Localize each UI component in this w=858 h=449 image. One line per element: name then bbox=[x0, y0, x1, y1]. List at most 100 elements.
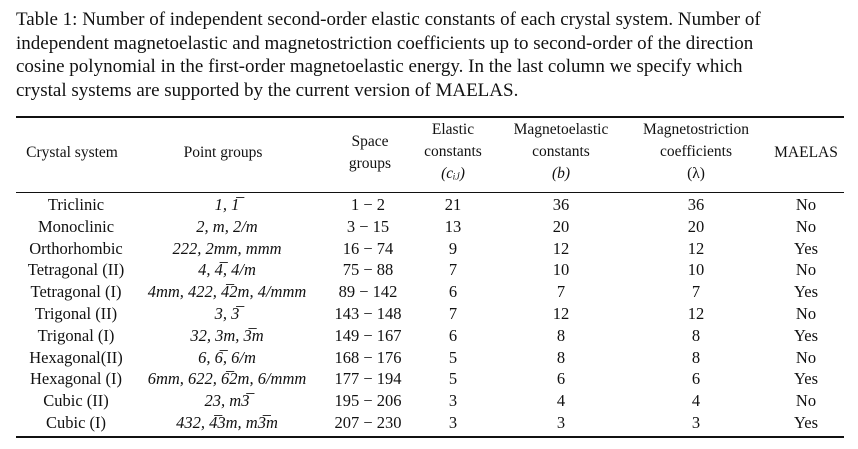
cell-maelas: No bbox=[795, 347, 817, 367]
cell-magnetoelastic: 8 bbox=[556, 325, 566, 345]
caption-line: Table 1: Number of independent second-or… bbox=[16, 9, 761, 30]
cell-elastic: 3 bbox=[448, 391, 458, 411]
cell-elastic: 13 bbox=[444, 216, 462, 236]
table-top-rule bbox=[16, 116, 844, 118]
caption-line: crystal systems are supported by the cur… bbox=[16, 79, 519, 101]
cell-space-groups: 75 − 88 bbox=[342, 260, 394, 280]
cell-magnetoelastic: 6 bbox=[556, 369, 566, 389]
cell-point-groups: 3, 3̅ bbox=[214, 304, 240, 323]
cell-crystal-system: Trigonal (II) bbox=[34, 304, 118, 323]
table-row: Orthorhombic 222, 2mm, mmm 16 − 74 9 12 … bbox=[0, 238, 858, 260]
cell-point-groups: 222, 2mm, mmm bbox=[172, 238, 282, 258]
cell-crystal-system: Tetragonal (II) bbox=[27, 260, 125, 280]
cell-magnetostriction: 12 bbox=[687, 238, 705, 258]
cell-magnetostriction: 8 bbox=[691, 347, 701, 367]
cell-maelas: Yes bbox=[793, 369, 818, 389]
cell-magnetostriction: 12 bbox=[687, 304, 705, 323]
cell-elastic: 9 bbox=[448, 238, 458, 258]
caption-line: independent magnetoelastic and magnetost… bbox=[16, 32, 754, 54]
table-row: Cubic (II) 23, m3̅ 195 − 206 3 4 4 No bbox=[0, 390, 858, 412]
cell-maelas: Yes bbox=[793, 325, 818, 345]
cell-maelas: No bbox=[795, 260, 817, 280]
cell-space-groups: 195 − 206 bbox=[334, 391, 402, 411]
table-row: Hexagonal (I) 6mm, 622, 6̅2m, 6/mmm 177 … bbox=[0, 368, 858, 390]
cell-maelas: No bbox=[795, 304, 817, 323]
cell-magnetostriction: 7 bbox=[691, 282, 701, 302]
cell-magnetoelastic: 4 bbox=[556, 391, 566, 411]
cell-space-groups: 207 − 230 bbox=[334, 413, 402, 432]
header-elastic-constants: Elastic constants (cᵢⱼ) bbox=[424, 121, 482, 182]
cell-elastic: 7 bbox=[448, 304, 458, 323]
cell-elastic: 7 bbox=[448, 260, 458, 280]
cell-space-groups: 149 − 167 bbox=[334, 325, 402, 345]
cell-space-groups: 168 − 176 bbox=[334, 347, 402, 367]
cell-space-groups: 1 − 2 bbox=[350, 195, 386, 214]
table-row: Triclinic 1, 1̅ 1 − 2 21 36 36 No bbox=[0, 194, 858, 216]
header-magnetostriction-coefficients: Magnetostriction coefficients (λ) bbox=[643, 121, 749, 182]
cell-point-groups: 6mm, 622, 6̅2m, 6/mmm bbox=[147, 369, 307, 389]
header-point-groups: Point groups bbox=[183, 144, 263, 161]
cell-space-groups: 177 − 194 bbox=[334, 369, 402, 389]
cell-maelas: No bbox=[795, 216, 817, 236]
header-magnetoelastic-constants: Magnetoelastic constants (b) bbox=[513, 121, 609, 182]
cell-maelas: Yes bbox=[793, 413, 818, 432]
cell-elastic: 3 bbox=[448, 413, 458, 432]
header-space-groups: Space groups bbox=[348, 133, 392, 172]
caption-line: cosine polynomial in the first-order mag… bbox=[16, 56, 743, 77]
header-maelas: MAELAS bbox=[774, 144, 838, 161]
cell-space-groups: 89 − 142 bbox=[338, 282, 398, 302]
cell-magnetoelastic: 12 bbox=[552, 304, 570, 323]
table-row: Tetragonal (II) 4, 4̅, 4/m 75 − 88 7 10 … bbox=[0, 259, 858, 281]
cell-elastic: 5 bbox=[448, 347, 458, 367]
table-bottom-rule bbox=[16, 436, 844, 438]
cell-elastic: 5 bbox=[448, 369, 458, 389]
cell-maelas: No bbox=[795, 195, 817, 214]
cell-maelas: Yes bbox=[793, 238, 818, 258]
cell-crystal-system: Triclinic bbox=[47, 195, 105, 214]
cell-elastic: 6 bbox=[448, 282, 458, 302]
table-row: Hexagonal(II) 6, 6̅, 6/m 168 − 176 5 8 8… bbox=[0, 347, 858, 369]
cell-point-groups: 32, 3m, 3̅m bbox=[190, 325, 264, 345]
cell-point-groups: 4, 4̅, 4/m bbox=[198, 260, 256, 280]
cell-maelas: No bbox=[795, 391, 817, 411]
cell-magnetoelastic: 3 bbox=[556, 413, 566, 432]
cell-space-groups: 143 − 148 bbox=[334, 304, 402, 323]
table-row: Cubic (I) 432, 4̅3m, m3̅m 207 − 230 3 3 … bbox=[0, 412, 858, 434]
cell-magnetoelastic: 20 bbox=[552, 216, 570, 236]
cell-magnetoelastic: 36 bbox=[552, 195, 570, 214]
table-row: Trigonal (I) 32, 3m, 3̅m 149 − 167 6 8 8… bbox=[0, 325, 858, 347]
table-header-rule bbox=[16, 192, 844, 193]
cell-elastic: 6 bbox=[448, 325, 458, 345]
cell-space-groups: 3 − 15 bbox=[346, 216, 390, 236]
cell-crystal-system: Tetragonal (I) bbox=[30, 282, 122, 302]
header-crystal-system: Crystal system bbox=[26, 144, 118, 161]
cell-crystal-system: Monoclinic bbox=[37, 216, 115, 236]
cell-crystal-system: Cubic (I) bbox=[45, 413, 107, 432]
table-row: Monoclinic 2, m, 2/m 3 − 15 13 20 20 No bbox=[0, 216, 858, 238]
cell-magnetoelastic: 10 bbox=[552, 260, 570, 280]
cell-point-groups: 2, m, 2/m bbox=[196, 216, 258, 236]
cell-crystal-system: Hexagonal(II) bbox=[29, 347, 123, 367]
cell-point-groups: 6, 6̅, 6/m bbox=[198, 347, 256, 367]
cell-magnetoelastic: 7 bbox=[556, 282, 566, 302]
cell-magnetostriction: 8 bbox=[691, 325, 701, 345]
table-caption: Table 1: Number of independent second-or… bbox=[16, 8, 848, 102]
cell-crystal-system: Hexagonal (I) bbox=[29, 369, 123, 389]
table-row: Trigonal (II) 3, 3̅ 143 − 148 7 12 12 No bbox=[0, 303, 858, 325]
cell-magnetostriction: 36 bbox=[687, 195, 705, 214]
table-row: Tetragonal (I) 4mm, 422, 4̅2m, 4/mmm 89 … bbox=[0, 281, 858, 303]
cell-point-groups: 432, 4̅3m, m3̅m bbox=[176, 413, 278, 432]
cell-point-groups: 1, 1̅ bbox=[214, 195, 240, 214]
cell-point-groups: 23, m3̅ bbox=[204, 391, 250, 411]
cell-point-groups: 4mm, 422, 4̅2m, 4/mmm bbox=[147, 282, 307, 302]
cell-crystal-system: Trigonal (I) bbox=[37, 325, 115, 345]
cell-magnetostriction: 6 bbox=[691, 369, 701, 389]
cell-space-groups: 16 − 74 bbox=[342, 238, 394, 258]
cell-magnetoelastic: 12 bbox=[552, 238, 570, 258]
cell-magnetostriction: 10 bbox=[687, 260, 705, 280]
cell-magnetostriction: 20 bbox=[687, 216, 705, 236]
cell-magnetostriction: 3 bbox=[691, 413, 701, 432]
cell-magnetoelastic: 8 bbox=[556, 347, 566, 367]
cell-magnetostriction: 4 bbox=[691, 391, 701, 411]
cell-elastic: 21 bbox=[444, 195, 462, 214]
